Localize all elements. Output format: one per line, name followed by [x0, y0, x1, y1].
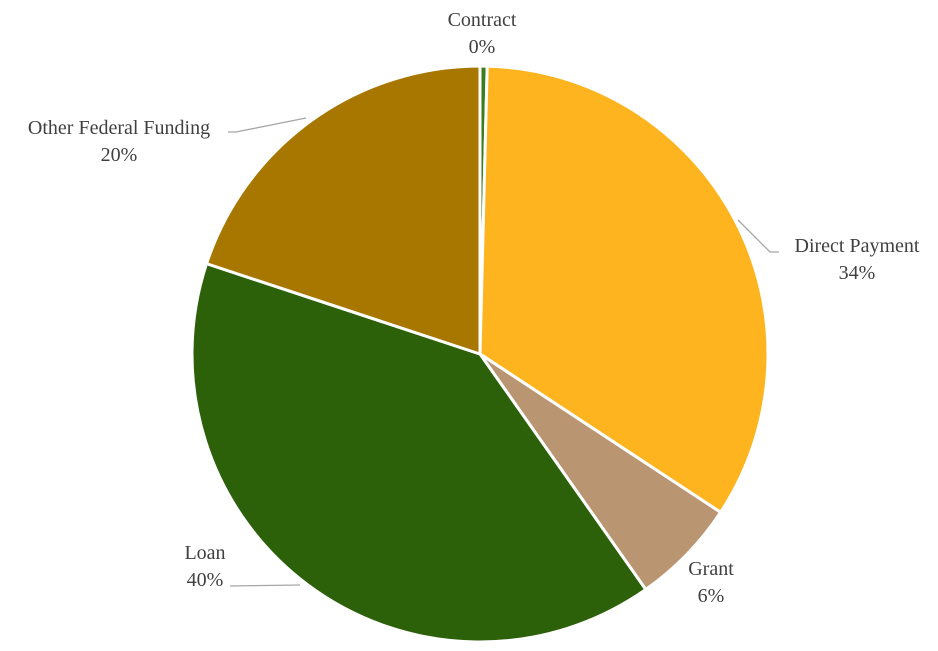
slice-label-other-federal-funding: Other Federal Funding [28, 117, 210, 139]
slice-label-loan: Loan [184, 542, 225, 564]
slice-label-grant: Grant [688, 558, 734, 580]
slice-pct-grant: 6% [698, 585, 725, 607]
slice-pct-other-federal-funding: 20% [101, 144, 138, 166]
pie-slice-loan [190, 262, 648, 644]
leader-line-direct-payment [737, 219, 779, 253]
slice-pct-loan: 40% [187, 569, 224, 591]
labels-layer: Contract 0% Direct Payment 34% Grant 6% … [28, 9, 920, 607]
slice-pct-contract: 0% [469, 36, 496, 58]
slice-pct-direct-payment: 34% [839, 262, 876, 284]
leader-line-loan [229, 584, 301, 587]
slice-label-contract: Contract [448, 9, 517, 31]
slices-layer [190, 64, 770, 644]
slice-label-direct-payment: Direct Payment [795, 235, 920, 257]
pie-slice-other-federal-funding [205, 64, 482, 356]
leader-line-other-federal-funding [228, 117, 307, 133]
leader-lines-layer [228, 117, 779, 587]
